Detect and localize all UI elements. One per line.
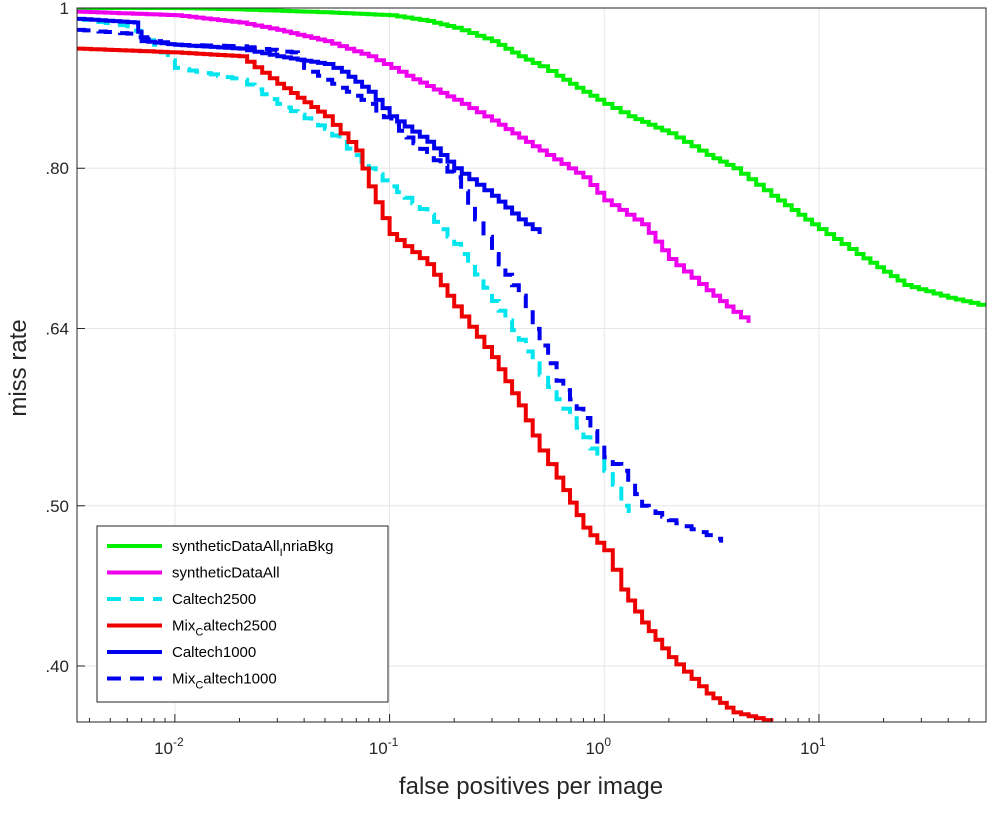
legend-label-3: MixCaltech2500 bbox=[172, 618, 277, 639]
legend-label-4: Caltech1000 bbox=[172, 644, 256, 661]
x-tick-label: 101 bbox=[800, 735, 826, 758]
y-tick-label: .80 bbox=[45, 159, 69, 178]
legend: syntheticDataAllInriaBkg syntheticDataAll… bbox=[96, 525, 389, 703]
x-axis-label: false positives per image bbox=[399, 773, 663, 800]
legend-label-1: syntheticDataAll bbox=[172, 565, 280, 582]
series-line-3 bbox=[77, 46, 774, 722]
x-tick-label: 10-1 bbox=[369, 735, 399, 758]
legend-box bbox=[96, 525, 389, 703]
x-tick-label: 100 bbox=[585, 735, 611, 758]
series-line-2 bbox=[77, 16, 631, 513]
x-tick-label: 10-2 bbox=[154, 735, 184, 758]
legend-label-5: MixCaltech1000 bbox=[172, 671, 277, 692]
series-line-5 bbox=[77, 27, 724, 543]
y-axis-label: miss rate bbox=[5, 319, 32, 416]
series-line-0 bbox=[77, 8, 986, 307]
series-line-1 bbox=[77, 9, 751, 323]
legend-label-2: Caltech2500 bbox=[172, 591, 256, 608]
series-layer bbox=[77, 8, 986, 722]
axis-ticks: 10-2 10-1 100 101 .40 .50 .64 .80 1 bbox=[45, 0, 987, 758]
y-tick-label: .40 bbox=[45, 657, 69, 676]
y-tick-label: .64 bbox=[45, 319, 69, 338]
legend-label-0: syntheticDataAllInriaBkg bbox=[172, 538, 333, 559]
y-tick-label: 1 bbox=[60, 0, 69, 18]
plot-frame bbox=[76, 7, 987, 723]
y-tick-label: .50 bbox=[45, 497, 69, 516]
